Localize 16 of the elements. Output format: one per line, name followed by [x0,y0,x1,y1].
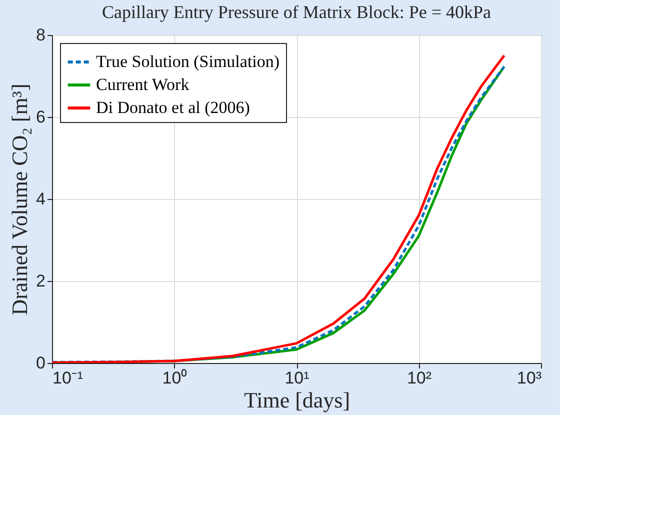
y-tick-label: 8 [36,26,46,44]
y-tick-label: 4 [36,190,46,208]
y-tick-label: 0 [36,354,46,372]
x-tick-label: 10² [406,368,432,388]
x-tick-label: 10¹ [284,368,310,388]
x-tick-label: 10³ [516,368,542,388]
chart-title: Capillary Entry Pressure of Matrix Block: Pe = 40kPa [102,2,492,22]
legend-label: Di Donato et al (2006) [96,98,250,117]
y-tick-label: 2 [36,272,46,290]
x-axis-title: Time [days] [244,388,350,412]
legend-label: True Solution (Simulation) [96,52,280,71]
x-tick-label: 10⁻¹ [52,368,84,388]
x-tick-label: 10⁰ [162,368,188,388]
legend-label: Current Work [96,75,190,94]
y-axis-title: Drained Volume CO₂ [m³] [7,84,32,316]
y-tick-label: 6 [36,108,46,126]
